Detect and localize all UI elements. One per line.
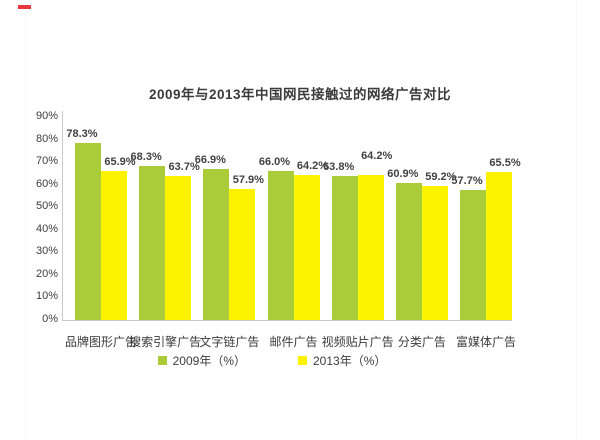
value-label-2013: 65.5% bbox=[489, 157, 521, 170]
legend-item-2009: 2009年（%） bbox=[157, 352, 246, 369]
y-axis-tick-label: 90% bbox=[35, 110, 58, 122]
y-axis-tick-label: 20% bbox=[35, 267, 58, 280]
chart-legend: 2009年（%） 2013年（%） bbox=[0, 352, 572, 369]
value-label-2013: 64.2% bbox=[296, 160, 329, 173]
value-label-2009: 60.9% bbox=[387, 167, 419, 180]
bar-2013 bbox=[357, 175, 384, 320]
value-label-2009: 66.0% bbox=[258, 156, 291, 169]
category-label: 富媒体广告 bbox=[456, 335, 517, 349]
chart-title: 2009年与2013年中国网民接触过的网络广告对比 bbox=[148, 87, 452, 102]
value-label-2009: 78.3% bbox=[66, 128, 98, 141]
category-label: 品牌图形广告 bbox=[64, 335, 137, 349]
value-label-2009: 68.3% bbox=[130, 150, 162, 163]
y-axis-tick-label: 70% bbox=[35, 155, 58, 168]
bar-2009 bbox=[331, 176, 358, 320]
value-label-2013: 64.2% bbox=[361, 150, 393, 163]
value-label-2013: 57.9% bbox=[232, 174, 264, 187]
x-axis-line bbox=[62, 320, 512, 321]
bar-2013 bbox=[293, 175, 320, 320]
bar-2013 bbox=[101, 171, 127, 320]
bar-2009 bbox=[203, 169, 230, 320]
bar-2013 bbox=[229, 189, 256, 320]
bar-2013 bbox=[421, 186, 448, 320]
value-label-2009: 63.8% bbox=[323, 161, 355, 174]
y-axis-line bbox=[62, 111, 63, 320]
y-axis-tick-label: 30% bbox=[35, 245, 58, 258]
category-label: 分类广告 bbox=[397, 335, 446, 349]
value-label-2013: 59.2% bbox=[425, 171, 457, 184]
bar-2009 bbox=[267, 171, 294, 320]
legend-swatch-icon bbox=[298, 356, 307, 365]
bar-2009 bbox=[395, 182, 422, 320]
y-axis-tick-label: 10% bbox=[35, 290, 58, 303]
category-label: 邮件广告 bbox=[269, 335, 318, 349]
bar-2009 bbox=[460, 189, 487, 320]
y-axis-tick-label: 0% bbox=[42, 313, 58, 325]
legend-label: 2009年（%） bbox=[172, 354, 246, 368]
y-axis-tick-label: 40% bbox=[35, 222, 58, 235]
y-axis-tick-label: 60% bbox=[35, 177, 58, 190]
bar-2009 bbox=[75, 143, 101, 320]
category-label: 搜索引擎广告 bbox=[129, 335, 202, 349]
y-axis-tick-label: 50% bbox=[35, 200, 58, 213]
value-label-2009: 57.7% bbox=[451, 174, 483, 187]
red-dash-mark bbox=[18, 5, 31, 9]
value-label-2013: 65.9% bbox=[104, 156, 136, 169]
value-label-2013: 63.7% bbox=[168, 161, 200, 174]
category-label: 视频贴片广告 bbox=[321, 335, 394, 349]
legend-item-2013: 2013年（%） bbox=[298, 352, 386, 369]
bar-2009 bbox=[139, 165, 166, 320]
category-label: 文字链广告 bbox=[199, 335, 260, 349]
bar-2013 bbox=[486, 172, 513, 320]
value-label-2009: 66.9% bbox=[194, 154, 226, 167]
legend-label: 2013年（%） bbox=[313, 354, 387, 368]
y-axis-tick-label: 80% bbox=[35, 132, 58, 145]
legend-swatch-icon bbox=[157, 356, 167, 365]
bar-2013 bbox=[165, 176, 192, 320]
